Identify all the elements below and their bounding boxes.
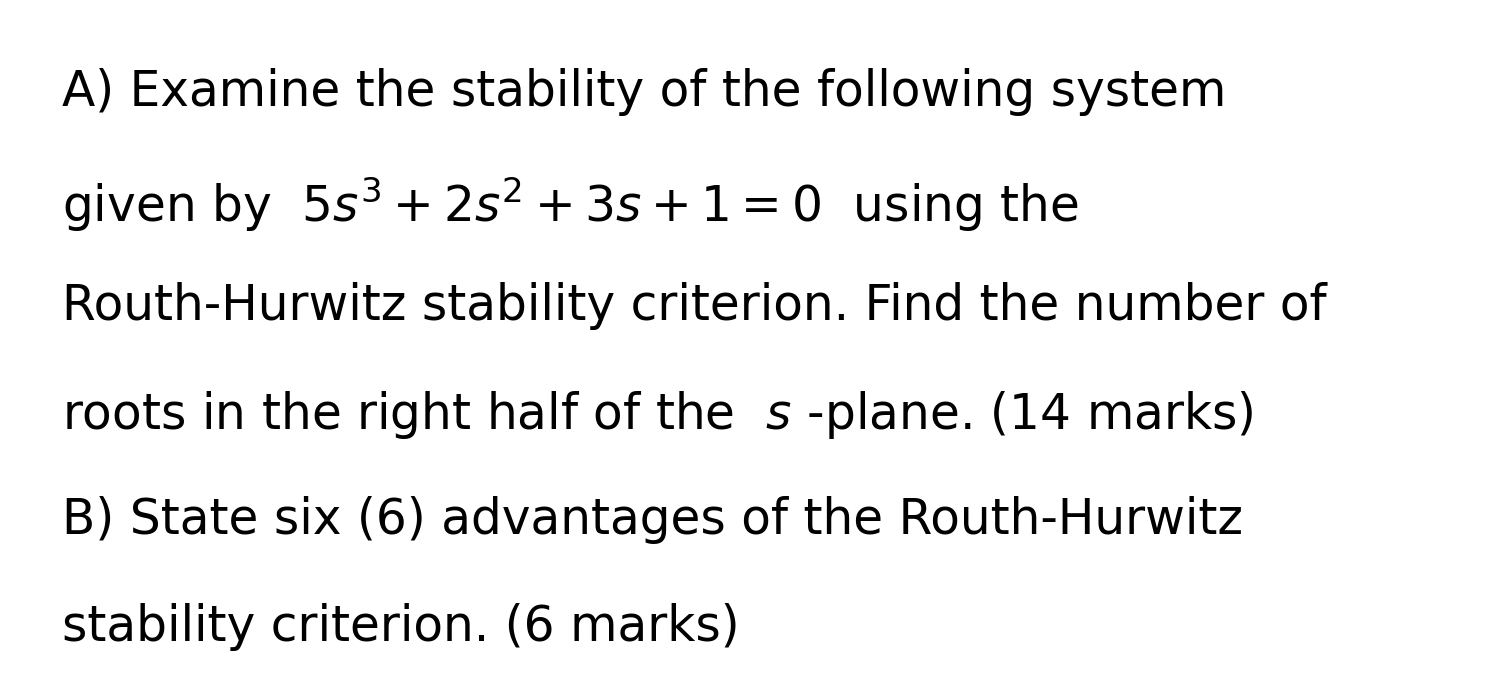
Text: stability criterion. (6 marks): stability criterion. (6 marks) xyxy=(62,603,740,651)
Text: Routh-Hurwitz stability criterion. Find the number of: Routh-Hurwitz stability criterion. Find … xyxy=(62,282,1326,330)
Text: B) State six (6) advantages of the Routh-Hurwitz: B) State six (6) advantages of the Routh… xyxy=(62,496,1243,544)
Text: A) Examine the stability of the following system: A) Examine the stability of the followin… xyxy=(62,68,1227,116)
Text: given by  $5s^3 + 2s^2 + 3s + 1 = 0$  using the: given by $5s^3 + 2s^2 + 3s + 1 = 0$ usin… xyxy=(62,175,1078,234)
Text: roots in the right half of the  $s$ -plane. (14 marks): roots in the right half of the $s$ -plan… xyxy=(62,389,1254,441)
